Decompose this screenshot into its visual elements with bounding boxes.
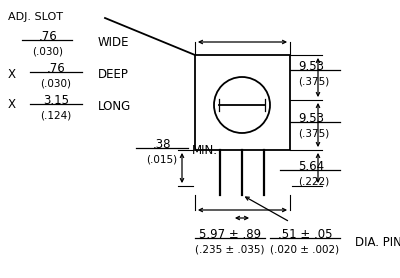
Text: X: X [8, 68, 16, 81]
Text: 3.15: 3.15 [43, 94, 69, 107]
Text: .51 ± .05: .51 ± .05 [278, 228, 332, 241]
Text: 5.97 ± .89: 5.97 ± .89 [199, 228, 261, 241]
Text: (.375): (.375) [298, 76, 329, 86]
Text: WIDE: WIDE [98, 36, 130, 49]
Text: DEEP: DEEP [98, 68, 129, 81]
Text: .76: .76 [47, 62, 65, 75]
Text: (.015): (.015) [146, 154, 178, 164]
Text: (.020 ± .002): (.020 ± .002) [270, 244, 340, 254]
Text: ADJ. SLOT: ADJ. SLOT [8, 12, 63, 22]
Text: DIA. PINS: DIA. PINS [355, 236, 400, 249]
Text: 9.53: 9.53 [298, 112, 324, 125]
Text: (.030): (.030) [32, 46, 64, 56]
Text: MIN.: MIN. [192, 144, 218, 157]
Text: .76: .76 [39, 30, 57, 43]
Text: (.375): (.375) [298, 128, 329, 138]
Text: LONG: LONG [98, 100, 131, 113]
Text: X: X [8, 98, 16, 111]
Text: (.222): (.222) [298, 176, 329, 186]
Text: 5.64: 5.64 [298, 160, 324, 173]
Text: (.235 ± .035): (.235 ± .035) [195, 244, 265, 254]
Bar [195, 55, 290, 150]
Text: .38: .38 [153, 138, 171, 151]
Text: (.124): (.124) [40, 110, 72, 120]
Text: (.030): (.030) [40, 78, 72, 88]
Text: 9.53: 9.53 [298, 60, 324, 73]
